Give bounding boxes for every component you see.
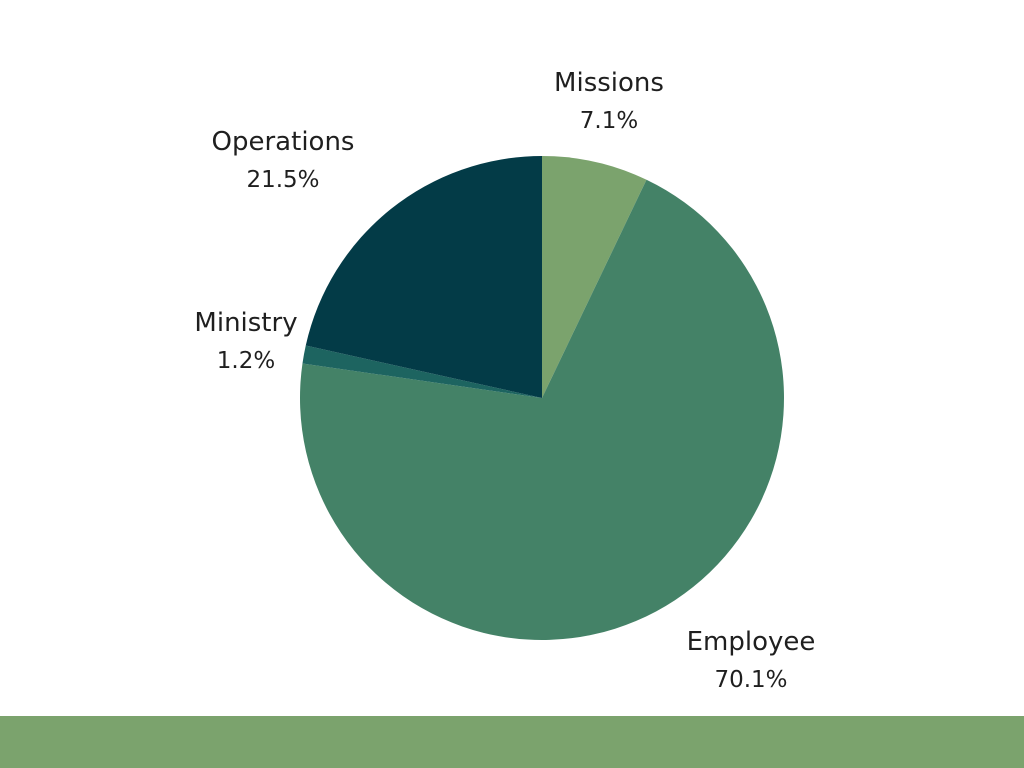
- footer-band: [0, 716, 1024, 768]
- slice-percent: 70.1%: [714, 667, 788, 693]
- slice-name: Missions: [554, 68, 664, 98]
- slice-label-operations: Operations 21.5%: [193, 125, 373, 197]
- slice-name: Ministry: [194, 308, 298, 338]
- pie-slice-ministry: [302, 345, 542, 398]
- slice-name: Employee: [686, 627, 816, 657]
- slice-percent: 7.1%: [579, 108, 639, 134]
- pie-slice-missions: [542, 156, 647, 398]
- slice-label-ministry: Ministry 1.2%: [156, 306, 336, 378]
- slice-percent: 21.5%: [246, 167, 320, 193]
- pie-slice-operations: [305, 156, 542, 398]
- slice-label-missions: Missions 7.1%: [519, 66, 699, 138]
- pie-slice-employee: [299, 179, 784, 640]
- slice-name: Operations: [211, 127, 355, 157]
- slice-percent: 1.2%: [216, 348, 276, 374]
- slice-label-employee: Employee 70.1%: [661, 625, 841, 697]
